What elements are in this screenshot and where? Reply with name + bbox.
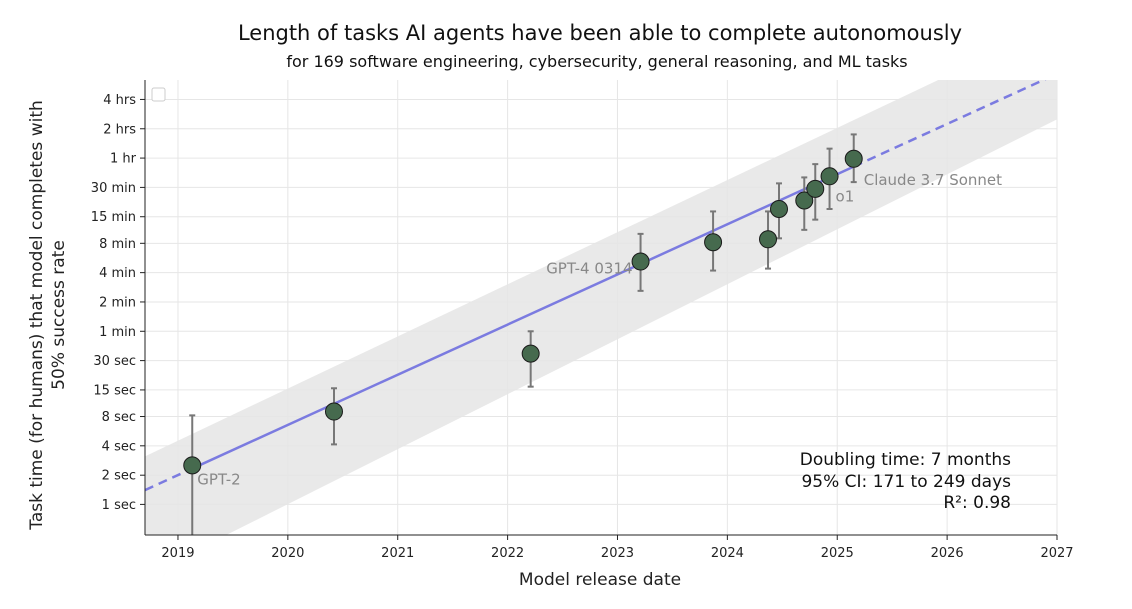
confidence-interval-text: 95% CI: 171 to 249 days: [801, 472, 1011, 492]
y-axis-ticks: 4 hrs 2 hrs 1 hr 30 min 15 min 8 min 4 min 2 mi…: [91, 93, 145, 513]
data-point: [770, 200, 789, 219]
x-tick-label: 2023: [601, 546, 634, 561]
chart-title: Length of tasks AI agents have been able…: [238, 21, 962, 45]
y-tick-label: 4 hrs: [103, 93, 136, 108]
x-tick-label: 2021: [381, 546, 414, 561]
y-axis-title-line-2: 50% success rate: [49, 240, 69, 390]
y-tick-label: 15 min: [91, 210, 136, 225]
y-tick-label: 8 min: [99, 237, 136, 252]
y-axis-title: Task time (for humans) that model comple…: [27, 100, 69, 531]
x-tick-label: 2022: [491, 546, 524, 561]
confidence-band: [145, 80, 1057, 535]
data-point: [631, 252, 650, 271]
doubling-time-text: Doubling time: 7 months: [800, 450, 1011, 470]
data-point: [521, 344, 540, 363]
y-tick-label: 1 hr: [110, 152, 137, 167]
y-tick-label: 15 sec: [93, 383, 136, 398]
data-point: [324, 402, 343, 421]
x-tick-label: 2019: [161, 546, 194, 561]
y-tick-label: 1 sec: [102, 498, 136, 513]
y-tick-label: 8 sec: [102, 410, 136, 425]
point-label: GPT-2: [197, 470, 240, 488]
x-tick-label: 2027: [1040, 546, 1073, 561]
data-point: [820, 167, 839, 186]
confidence-band-layer: [145, 80, 1057, 535]
data-point: [704, 233, 723, 252]
y-tick-label: 30 min: [91, 181, 136, 196]
y-tick-label: 4 min: [99, 266, 136, 281]
x-tick-label: 2026: [931, 546, 964, 561]
chart-subtitle: for 169 software engineering, cybersecur…: [286, 52, 907, 71]
x-tick-label: 2024: [711, 546, 744, 561]
trend-line-fit: [191, 165, 855, 470]
x-tick-label: 2025: [821, 546, 854, 561]
trend-line-extrapolated-past: [145, 467, 193, 492]
data-point: [844, 149, 863, 168]
trend-layer: [145, 80, 1047, 492]
data-points: [183, 149, 863, 475]
y-tick-label: 4 sec: [102, 439, 136, 454]
y-axis-title-line-1: Task time (for humans) that model comple…: [27, 100, 47, 531]
y-tick-label: 1 min: [99, 325, 136, 340]
x-tick-label: 2020: [271, 546, 304, 561]
y-tick-label: 2 min: [99, 295, 136, 310]
data-point: [183, 456, 202, 475]
y-tick-label: 30 sec: [93, 354, 136, 369]
point-annotations: GPT-2 GPT-4 0314 o1 Claude 3.7 Sonnet: [197, 171, 1002, 489]
r-squared-text: R²: 0.98: [943, 493, 1011, 513]
data-point: [795, 191, 814, 210]
trend-line-extrapolated-future: [853, 80, 1047, 168]
y-tick-label: 2 hrs: [103, 122, 136, 137]
point-label: Claude 3.7 Sonnet: [864, 171, 1002, 189]
x-axis-title: Model release date: [519, 570, 681, 590]
data-point: [759, 230, 778, 249]
point-label: GPT-4 0314: [546, 260, 632, 278]
y-tick-label: 2 sec: [102, 469, 136, 484]
data-point: [806, 179, 825, 198]
legend-box: [151, 87, 166, 102]
point-label: o1: [836, 187, 855, 205]
x-axis-ticks: 2019 2020 2021 2022 2023 2024 2025 2026 2027: [161, 535, 1074, 561]
